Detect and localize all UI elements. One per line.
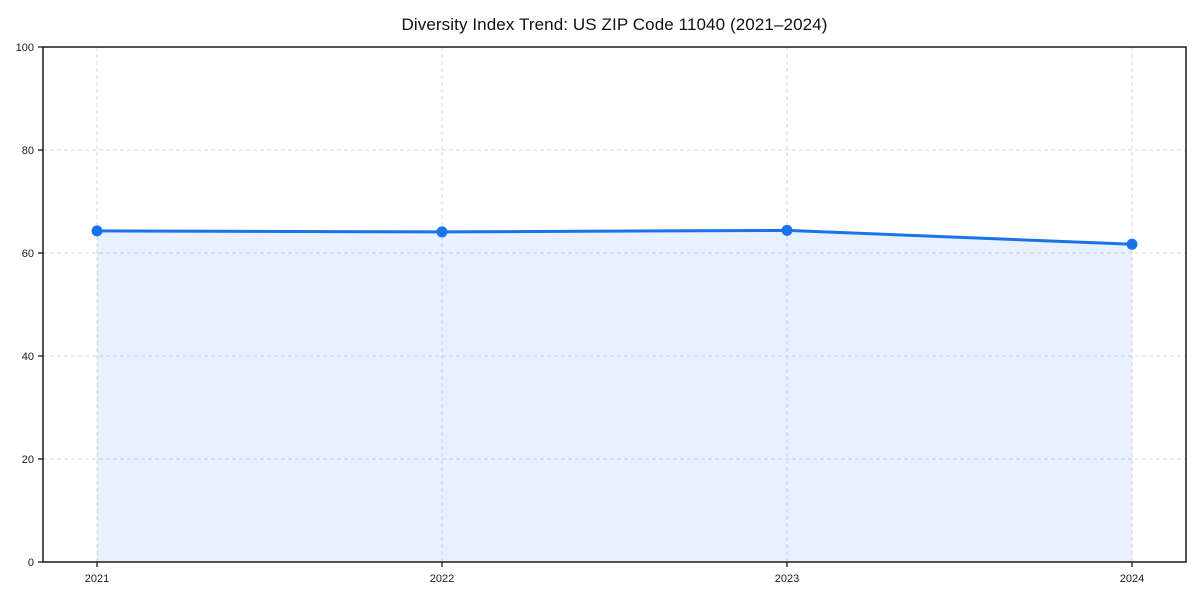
chart-title: Diversity Index Trend: US ZIP Code 11040… [401,15,828,34]
y-axis-tick-label: 80 [22,145,34,157]
x-axis-tick-label: 2023 [775,573,799,585]
y-axis-tick-label: 40 [22,351,34,363]
y-axis-tick-label: 60 [22,248,34,260]
data-point-marker [1126,238,1138,250]
plot-border [42,46,1187,563]
data-point-marker [781,224,793,236]
data-point-marker [91,225,103,237]
y-axis-tick-label: 100 [16,42,34,54]
x-axis-tick-label: 2021 [85,573,109,585]
trend-line [95,228,1134,246]
data-point-marker [436,226,448,238]
y-axis-tick-label: 0 [28,557,34,569]
y-axis-tick-label: 20 [22,454,34,466]
area-fill [97,230,1132,562]
x-axis-tick-label: 2024 [1120,573,1144,585]
x-axis-tick-label: 2022 [430,573,454,585]
